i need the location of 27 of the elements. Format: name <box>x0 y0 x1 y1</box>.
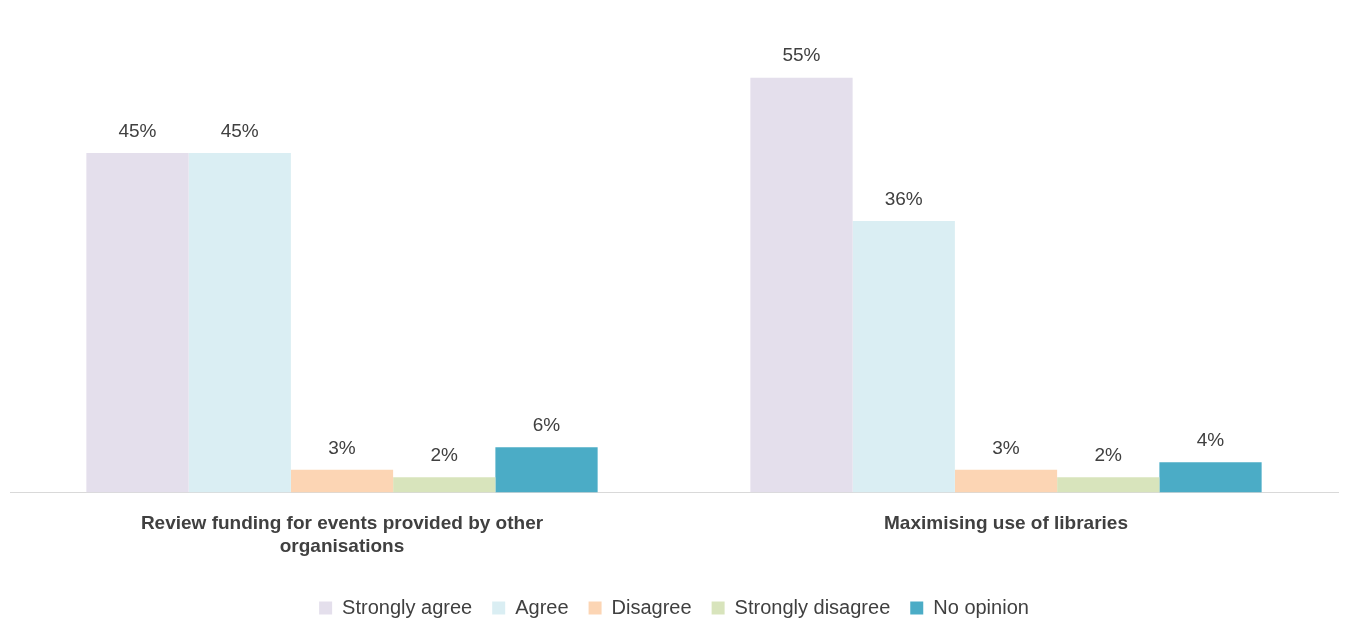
legend-label: Agree <box>515 595 569 618</box>
data-label: 4% <box>1196 428 1225 450</box>
bar <box>1057 477 1160 493</box>
bar <box>954 469 1058 493</box>
data-label: 45% <box>220 119 259 141</box>
data-label: 3% <box>328 436 356 458</box>
data-label: 36% <box>884 187 923 209</box>
legend-label: Strongly disagree <box>734 595 891 618</box>
bar <box>750 77 853 493</box>
x-tick-label: Review funding for events provided by other organisations <box>140 512 544 556</box>
data-label: 55% <box>782 44 821 66</box>
bar <box>290 469 394 493</box>
data-label: 45% <box>118 119 157 141</box>
data-label: 2% <box>1094 444 1123 466</box>
legend-label: Disagree <box>611 595 692 618</box>
bar <box>495 447 598 493</box>
legend-label: No opinion <box>933 595 1029 618</box>
bar <box>188 153 291 493</box>
bar <box>86 153 189 493</box>
data-label: 3% <box>992 436 1020 458</box>
bar <box>852 220 955 493</box>
data-label: 2% <box>430 444 459 466</box>
x-tick-label: Maximising use of libraries <box>884 512 1128 534</box>
data-label: 6% <box>532 413 561 435</box>
bar <box>1159 462 1262 493</box>
legend-label: Strongly agree <box>342 595 473 618</box>
bar <box>393 477 496 493</box>
